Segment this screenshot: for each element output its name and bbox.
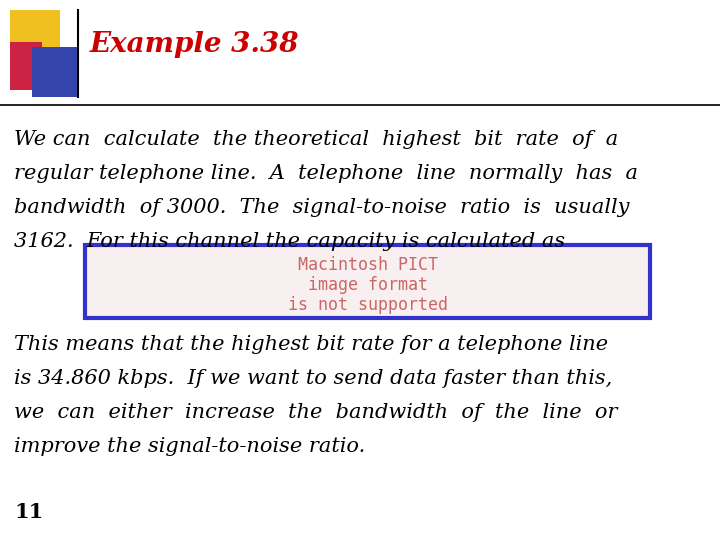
Text: We can  calculate  the theoretical  highest  bit  rate  of  a: We can calculate the theoretical highest… — [14, 130, 618, 149]
Text: image format: image format — [307, 276, 428, 294]
Text: Macintosh PICT: Macintosh PICT — [297, 256, 438, 274]
Text: we  can  either  increase  the  bandwidth  of  the  line  or: we can either increase the bandwidth of … — [14, 403, 618, 422]
FancyBboxPatch shape — [85, 245, 650, 318]
Text: bandwidth  of 3000.  The  signal-to-noise  ratio  is  usually: bandwidth of 3000. The signal-to-noise r… — [14, 198, 629, 217]
Text: is 34.860 kbps.  If we want to send data faster than this,: is 34.860 kbps. If we want to send data … — [14, 369, 612, 388]
Bar — [10, 10, 60, 65]
Text: 11: 11 — [14, 502, 43, 522]
Text: regular telephone line.  A  telephone  line  normally  has  a: regular telephone line. A telephone line… — [14, 164, 638, 183]
Text: Example 3.38: Example 3.38 — [90, 31, 300, 58]
Bar — [10, 42, 42, 90]
Text: 3162.  For this channel the capacity is calculated as: 3162. For this channel the capacity is c… — [14, 232, 565, 251]
Text: improve the signal-to-noise ratio.: improve the signal-to-noise ratio. — [14, 437, 365, 456]
Text: This means that the highest bit rate for a telephone line: This means that the highest bit rate for… — [14, 335, 608, 354]
Text: is not supported: is not supported — [287, 296, 448, 314]
Bar — [32, 47, 77, 97]
